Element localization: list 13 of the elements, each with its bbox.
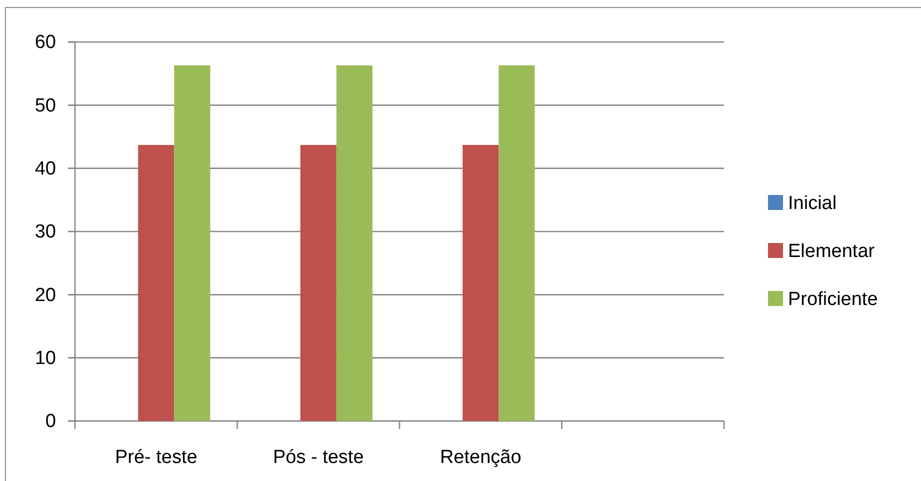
y-tick-label: 20	[34, 284, 56, 306]
y-tick-label: 40	[34, 158, 56, 180]
y-tick-label: 50	[34, 95, 56, 116]
y-tick-label: 0	[45, 411, 56, 432]
legend-label: Elementar	[788, 241, 876, 262]
y-tick-label: 30	[34, 222, 56, 243]
legend-label: Inicial	[788, 193, 837, 214]
x-tick-label: Pré- teste	[114, 447, 198, 468]
legend-label: Proficiente	[788, 289, 878, 310]
y-tick-label: 10	[34, 348, 56, 369]
y-tick-label: 60	[34, 32, 56, 54]
x-tick-label: Pós - teste	[272, 447, 364, 468]
x-tick-label: Retenção	[440, 447, 522, 468]
